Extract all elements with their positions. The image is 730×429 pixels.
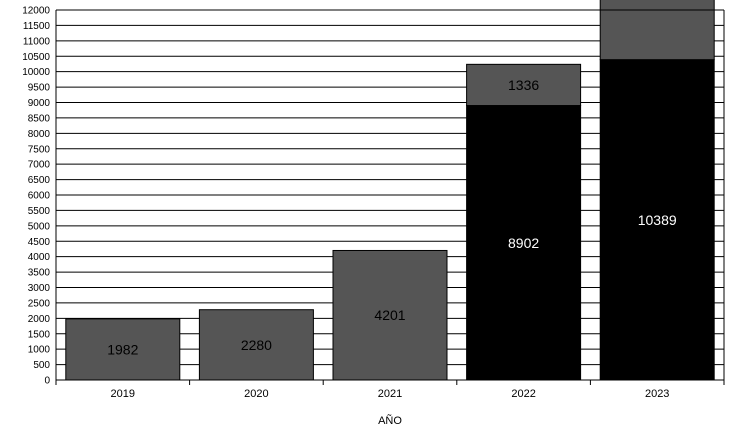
- y-tick-label: 12000: [22, 6, 50, 17]
- x-tick-label: 2019: [111, 388, 135, 400]
- y-tick-label: 5500: [28, 206, 51, 217]
- y-tick-label: 8500: [28, 113, 51, 124]
- y-tick-label: 1500: [28, 329, 51, 340]
- bar-segment: [198, 309, 314, 381]
- x-axis-label: AÑO: [378, 414, 402, 427]
- y-tick-label: 11000: [23, 36, 51, 47]
- y-tick-label: 6000: [28, 191, 51, 202]
- data-label: 10389: [638, 212, 677, 228]
- y-tick-label: 11500: [23, 21, 51, 32]
- y-tick-label: 0: [44, 376, 50, 387]
- bar-segment: [332, 249, 448, 381]
- y-tick-label: 5000: [28, 221, 51, 232]
- y-tick-label: 4500: [28, 237, 51, 248]
- y-tick-label: 2000: [28, 314, 51, 325]
- bar-segment: [466, 105, 582, 381]
- x-tick-label: 2022: [511, 388, 535, 400]
- y-tick-label: 3000: [28, 283, 51, 294]
- y-tick-label: 10500: [22, 52, 50, 63]
- bars: [65, 0, 715, 381]
- bar-segment: [599, 59, 715, 381]
- x-tick-label: 2021: [378, 388, 402, 400]
- data-label: 1982: [107, 341, 138, 357]
- bar-segment: [65, 318, 181, 381]
- x-tick-label: 2023: [645, 388, 669, 400]
- x-tick-label: 2020: [244, 388, 268, 400]
- y-tick-label: 10000: [22, 67, 50, 78]
- data-label: 2280: [241, 337, 272, 353]
- y-tick-label: 2500: [28, 298, 51, 309]
- bar-segment: [599, 0, 715, 61]
- data-label: 1336: [508, 77, 539, 93]
- y-tick-label: 8000: [28, 129, 51, 140]
- data-label: 8902: [508, 235, 539, 251]
- y-tick-label: 9000: [28, 98, 51, 109]
- y-tick-label: 3500: [28, 268, 51, 279]
- axes: [55, 9, 725, 385]
- y-tick-label: 500: [33, 360, 50, 371]
- bar-segment: [466, 63, 582, 107]
- y-tick-label: 1000: [28, 345, 51, 356]
- y-tick-label: 6500: [28, 175, 51, 186]
- data-label: 4201: [374, 307, 405, 323]
- data-labels: 1982228042018902133610389596916358: [107, 77, 677, 358]
- y-tick-label: 7500: [28, 144, 51, 155]
- tick-labels: 0 500 1000 1500 2000 2500 3000 3500 4000 4500 5000…: [22, 6, 669, 401]
- y-tick-label: 9500: [28, 83, 51, 94]
- y-tick-label: 7000: [28, 160, 51, 171]
- y-tick-label: 4000: [28, 252, 51, 263]
